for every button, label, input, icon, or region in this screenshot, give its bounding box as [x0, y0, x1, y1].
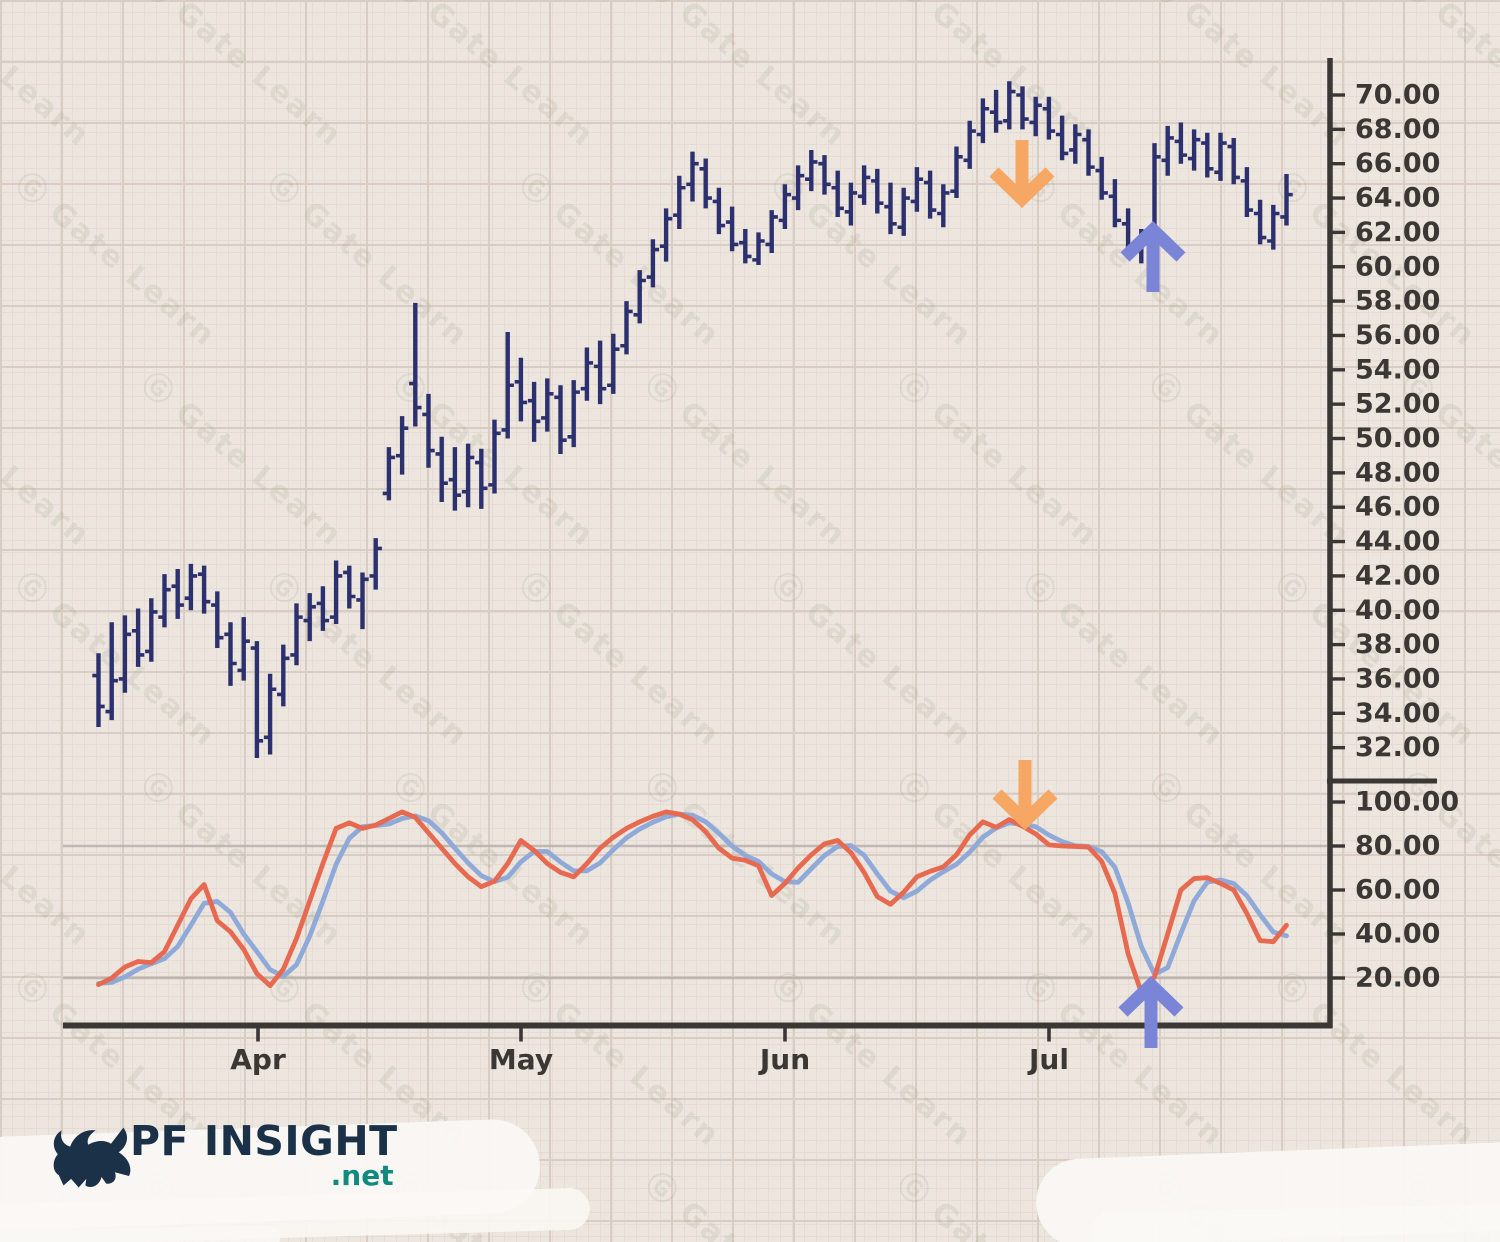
logo-text: PF INSIGHT .net [130, 1117, 398, 1193]
price-axis-label: 32.00 [1355, 732, 1440, 763]
sell-signal-down-arrow [992, 760, 1058, 831]
oscillator-axis-label: 80.00 [1355, 831, 1440, 862]
price-axis-label: 62.00 [1355, 217, 1440, 248]
price-axis-label: 64.00 [1355, 183, 1440, 214]
price-axis-label: 66.00 [1355, 148, 1440, 179]
price-axis-label: 36.00 [1355, 663, 1440, 694]
oscillator-axis-label: 20.00 [1355, 963, 1440, 994]
month-label: Jul [1027, 1043, 1069, 1076]
price-axis-label: 44.00 [1355, 526, 1440, 557]
price-axis-label: 40.00 [1355, 595, 1440, 626]
price-axis-label: 60.00 [1355, 251, 1440, 282]
logo-domain: .net [330, 1159, 394, 1193]
month-label: May [489, 1043, 553, 1076]
buy-signal-up-arrow [1120, 220, 1186, 292]
percent-k-line [96, 809, 1289, 995]
price-axis-label: 46.00 [1355, 492, 1440, 523]
price-axis-label: 52.00 [1355, 389, 1440, 420]
price-axis-label: 34.00 [1355, 698, 1440, 729]
price-axis-label: 56.00 [1355, 320, 1440, 351]
oscillator-axis-label: 100.00 [1355, 787, 1459, 818]
month-label: Apr [230, 1043, 286, 1076]
oscillator-axis-label: 40.00 [1355, 919, 1440, 950]
price-axis-label: 68.00 [1355, 114, 1440, 145]
ohlc-open-close-ticks [92, 89, 1293, 743]
price-axis-label: 70.00 [1355, 80, 1440, 111]
price-axis-label: 50.00 [1355, 423, 1440, 454]
buy-signal-up-arrow [1118, 975, 1184, 1048]
logo-brand: PF INSIGHT [130, 1117, 398, 1165]
price-axis-label: 54.00 [1355, 354, 1440, 385]
price-axis-label: 42.00 [1355, 560, 1440, 591]
price-axis-label: 38.00 [1355, 629, 1440, 660]
sell-signal-down-arrow [989, 140, 1055, 209]
percent-d-line [96, 811, 1289, 986]
bull-icon [53, 1127, 131, 1188]
pf-insight-logo: PF INSIGHT .net [44, 1117, 398, 1196]
price-axis-label: 48.00 [1355, 457, 1440, 488]
price-axis-label: 58.00 [1355, 286, 1440, 317]
month-label: Jun [758, 1043, 810, 1076]
oscillator-axis-label: 60.00 [1355, 875, 1440, 906]
